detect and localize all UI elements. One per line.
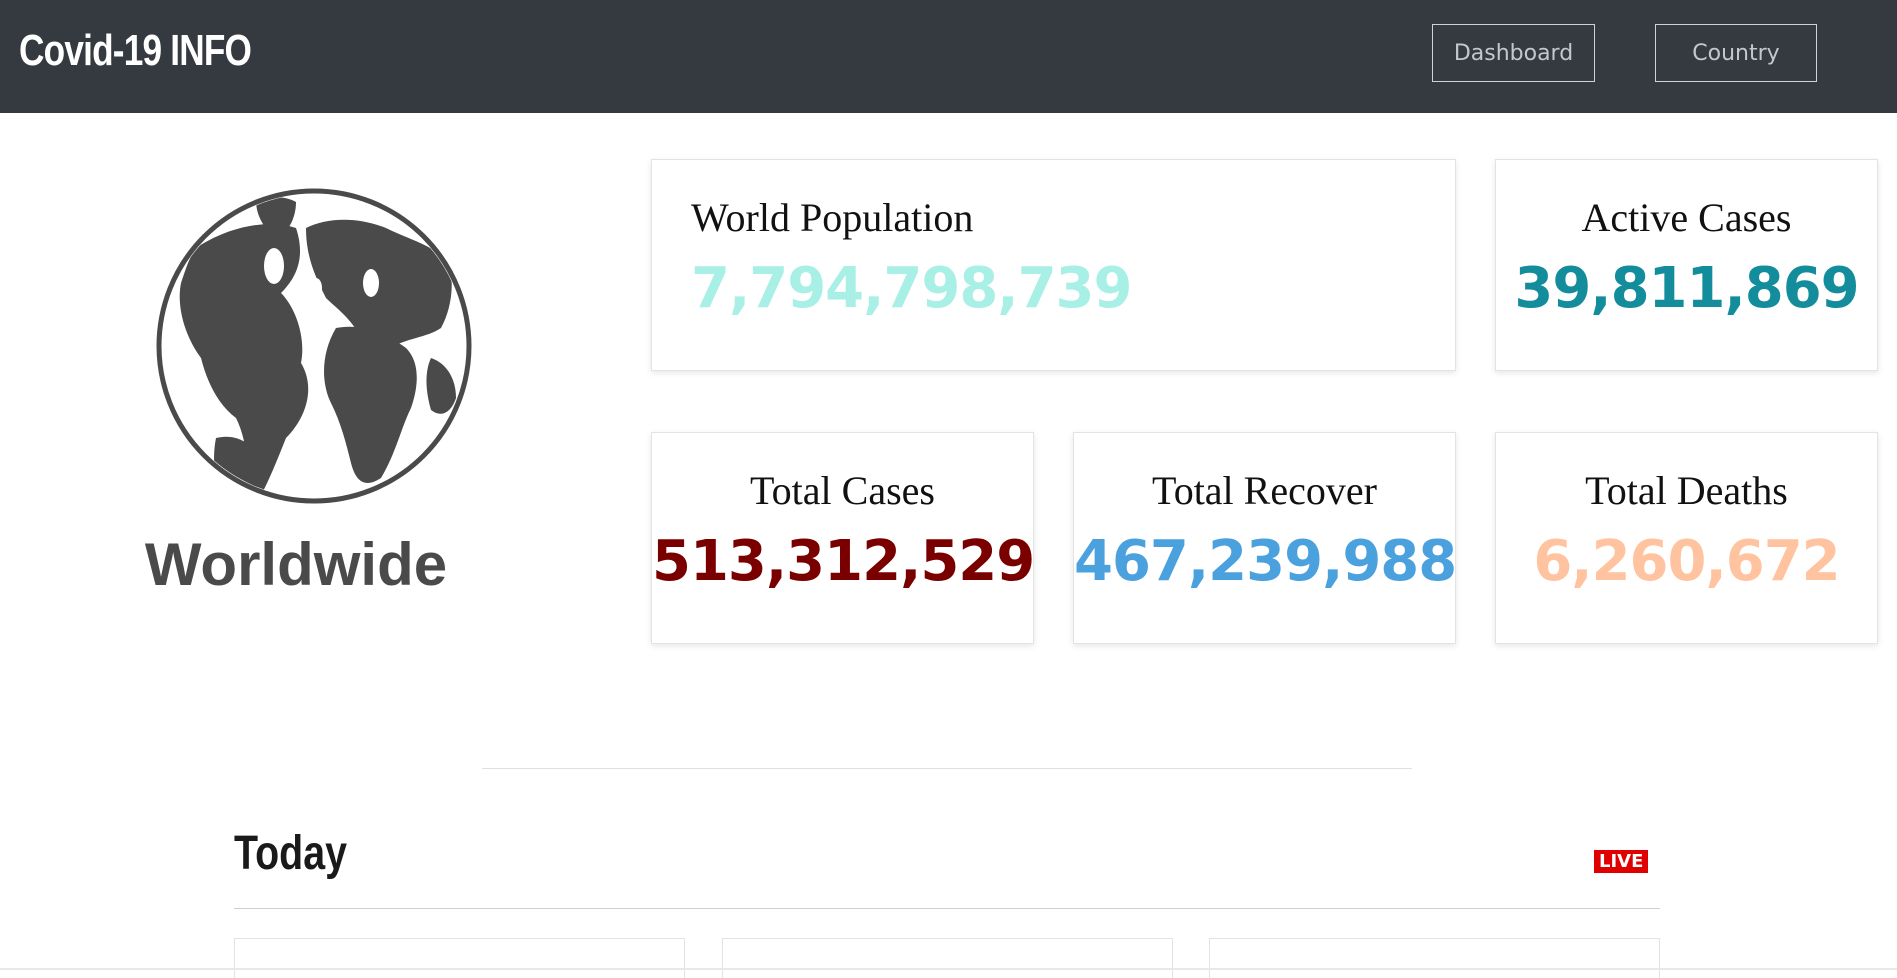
total-deaths-title: Total Deaths	[1585, 468, 1788, 513]
globe-icon	[156, 188, 472, 504]
brand-title[interactable]: Covid-19 INFO	[19, 26, 252, 75]
total-cases-title: Total Cases	[750, 468, 935, 513]
scroll-edge	[0, 968, 1897, 970]
today-card-2	[722, 938, 1173, 978]
total-cases-card: Total Cases 513,312,529	[651, 432, 1035, 644]
active-cases-title: Active Cases	[1581, 195, 1792, 240]
today-card-1	[234, 938, 685, 978]
total-recover-value: 467,239,988	[1074, 529, 1457, 594]
total-deaths-value: 6,260,672	[1533, 529, 1840, 594]
world-population-title: World Population	[691, 195, 974, 240]
active-cases-card: Active Cases 39,811,869	[1495, 159, 1878, 371]
today-card-3	[1209, 938, 1660, 978]
country-button[interactable]: Country	[1655, 24, 1817, 82]
live-badge: LIVE	[1594, 850, 1649, 873]
today-underline	[234, 908, 1660, 909]
worldwide-label: Worldwide	[144, 531, 448, 598]
navbar: Covid-19 INFO Dashboard Country	[0, 0, 1897, 113]
section-divider	[482, 768, 1412, 769]
total-deaths-card: Total Deaths 6,260,672	[1495, 432, 1878, 644]
world-population-value: 7,794,798,739	[691, 256, 1132, 321]
total-cases-value: 513,312,529	[652, 529, 1035, 594]
dashboard-button[interactable]: Dashboard	[1432, 24, 1595, 82]
total-recover-title: Total Recover	[1152, 468, 1377, 513]
total-recover-card: Total Recover 467,239,988	[1073, 432, 1457, 644]
today-heading: Today	[234, 827, 347, 880]
world-population-card: World Population 7,794,798,739	[651, 159, 1456, 371]
active-cases-value: 39,811,869	[1514, 256, 1859, 321]
